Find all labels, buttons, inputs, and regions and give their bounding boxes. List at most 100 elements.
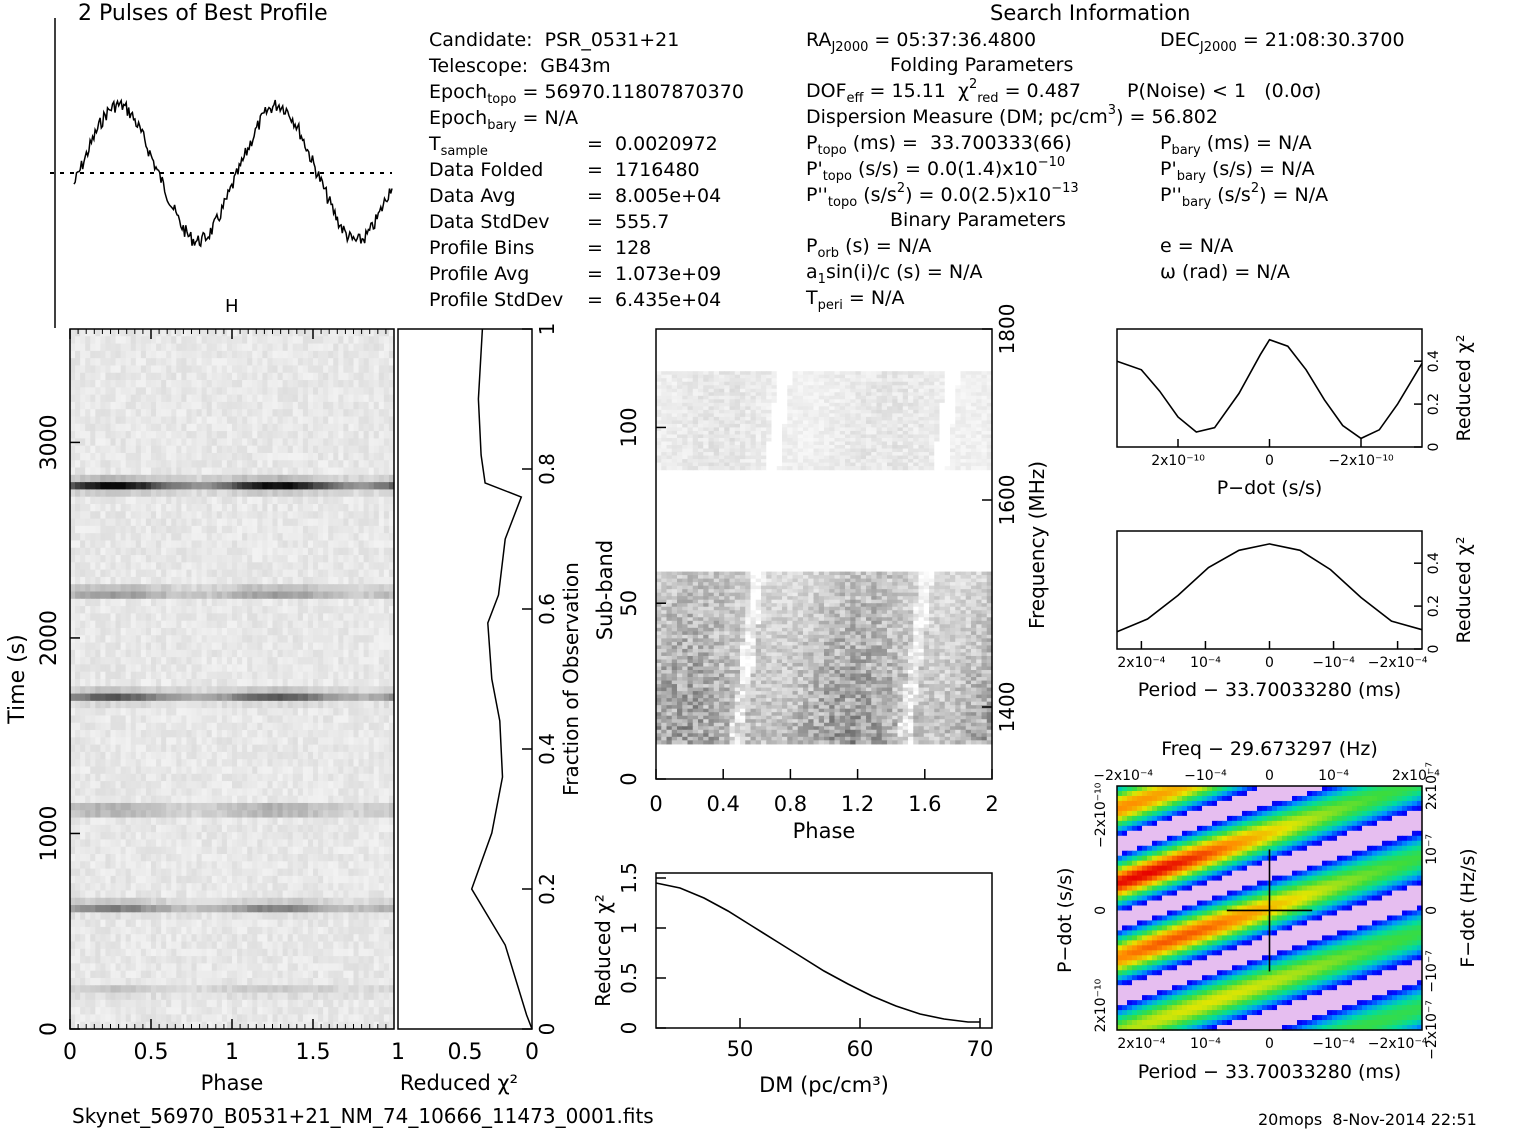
heatmap-cell [237, 474, 243, 483]
heatmap-cell [196, 744, 203, 753]
heatmap-cell [383, 504, 390, 512]
heatmap-cell [120, 438, 127, 447]
heatmap-cell [277, 802, 284, 811]
heatmap-cell [140, 649, 147, 658]
heatmap-cell [333, 387, 339, 396]
heatmap-cell [90, 788, 96, 797]
heatmap-cell [252, 679, 258, 687]
heatmap-cell [358, 445, 365, 454]
heatmap-cell [272, 584, 279, 593]
heatmap-cell [181, 613, 188, 622]
heatmap-cell [348, 482, 355, 491]
heatmap-cell [176, 380, 182, 388]
heatmap-cell [221, 533, 228, 542]
heatmap-cell [201, 883, 208, 892]
heatmap-cell [206, 343, 213, 352]
heatmap-cell [292, 329, 299, 337]
heatmap-cell [156, 474, 162, 483]
heatmap-cell [358, 715, 365, 724]
heatmap-cell [206, 883, 213, 892]
heatmap-cell [272, 693, 279, 702]
heatmap-cell [373, 482, 380, 491]
heatmap-cell [135, 642, 142, 651]
heatmap-cell [292, 635, 299, 644]
heatmap-cell [262, 482, 269, 491]
heatmap-cell [242, 496, 248, 505]
heatmap-cell [353, 438, 360, 447]
heatmap-cell [95, 489, 101, 498]
heatmap-cell [130, 781, 137, 789]
heatmap-cell [196, 445, 203, 454]
heatmap-cell [277, 562, 284, 571]
heatmap-cell [151, 875, 157, 884]
heatmap-cell [115, 846, 122, 855]
heatmap-cell [80, 431, 86, 439]
heatmap-cell [252, 773, 258, 782]
heatmap-cell [161, 766, 167, 775]
heatmap-cell [226, 562, 233, 571]
heatmap-cell [282, 700, 289, 709]
heatmap-cell [343, 343, 350, 352]
heatmap-cell [171, 671, 177, 680]
heatmap-cell [328, 657, 334, 666]
heatmap-cell [75, 482, 81, 491]
heatmap-cell [287, 511, 294, 520]
heatmap-cell [358, 380, 365, 388]
heatmap-cell [292, 627, 299, 636]
heatmap-cell [151, 722, 157, 731]
heatmap-cell [135, 540, 142, 549]
heatmap-cell [368, 474, 375, 483]
heatmap-cell [232, 518, 238, 527]
heatmap-cell [221, 606, 228, 614]
heatmap-cell [120, 810, 127, 819]
heatmap-cell [171, 401, 177, 410]
heatmap-cell [226, 627, 233, 636]
heatmap-cell [237, 380, 243, 388]
heatmap-cell [232, 452, 238, 461]
heatmap-cell [318, 547, 324, 556]
heatmap-cell [75, 358, 81, 367]
heatmap-cell [85, 343, 91, 352]
heatmap-cell [232, 708, 238, 717]
heatmap-cell [125, 781, 132, 789]
heatmap-cell [267, 737, 274, 746]
heatmap-cell [252, 365, 258, 374]
heatmap-cell [130, 664, 137, 673]
heatmap-cell [176, 562, 182, 571]
heatmap-cell [277, 504, 284, 512]
heatmap-cell [186, 686, 193, 695]
heatmap-cell [353, 343, 360, 352]
heatmap-cell [302, 875, 309, 884]
heatmap-cell [75, 868, 81, 877]
heatmap-cell [181, 445, 188, 454]
heatmap-cell [307, 802, 314, 811]
heatmap-cell [161, 737, 167, 746]
heatmap-cell [368, 358, 375, 367]
heatmap-cell [348, 708, 355, 717]
heatmap-cell [176, 540, 182, 549]
heatmap-cell [90, 875, 96, 884]
heatmap-cell [216, 511, 223, 520]
heatmap-cell [307, 810, 314, 819]
heatmap-cell [191, 540, 198, 549]
heatmap-cell [333, 467, 339, 476]
heatmap-cell [145, 358, 152, 367]
heatmap-cell [323, 890, 329, 899]
heatmap-cell [226, 620, 233, 629]
heatmap-cell [206, 744, 213, 753]
heatmap-cell [221, 773, 228, 782]
heatmap-cell [120, 657, 127, 666]
heatmap-cell [171, 737, 177, 746]
heatmap-cell [70, 824, 76, 833]
heatmap-cell [378, 627, 385, 636]
heatmap-cell [130, 693, 137, 702]
heatmap-cell [211, 460, 218, 469]
heatmap-cell [353, 380, 360, 388]
heatmap-cell [328, 540, 334, 549]
heatmap-cell [161, 540, 167, 549]
heatmap-cell [166, 802, 172, 811]
heatmap-cell [125, 613, 132, 622]
heatmap-cell [383, 445, 390, 454]
heatmap-cell [115, 460, 122, 469]
heatmap-cell [206, 649, 213, 658]
